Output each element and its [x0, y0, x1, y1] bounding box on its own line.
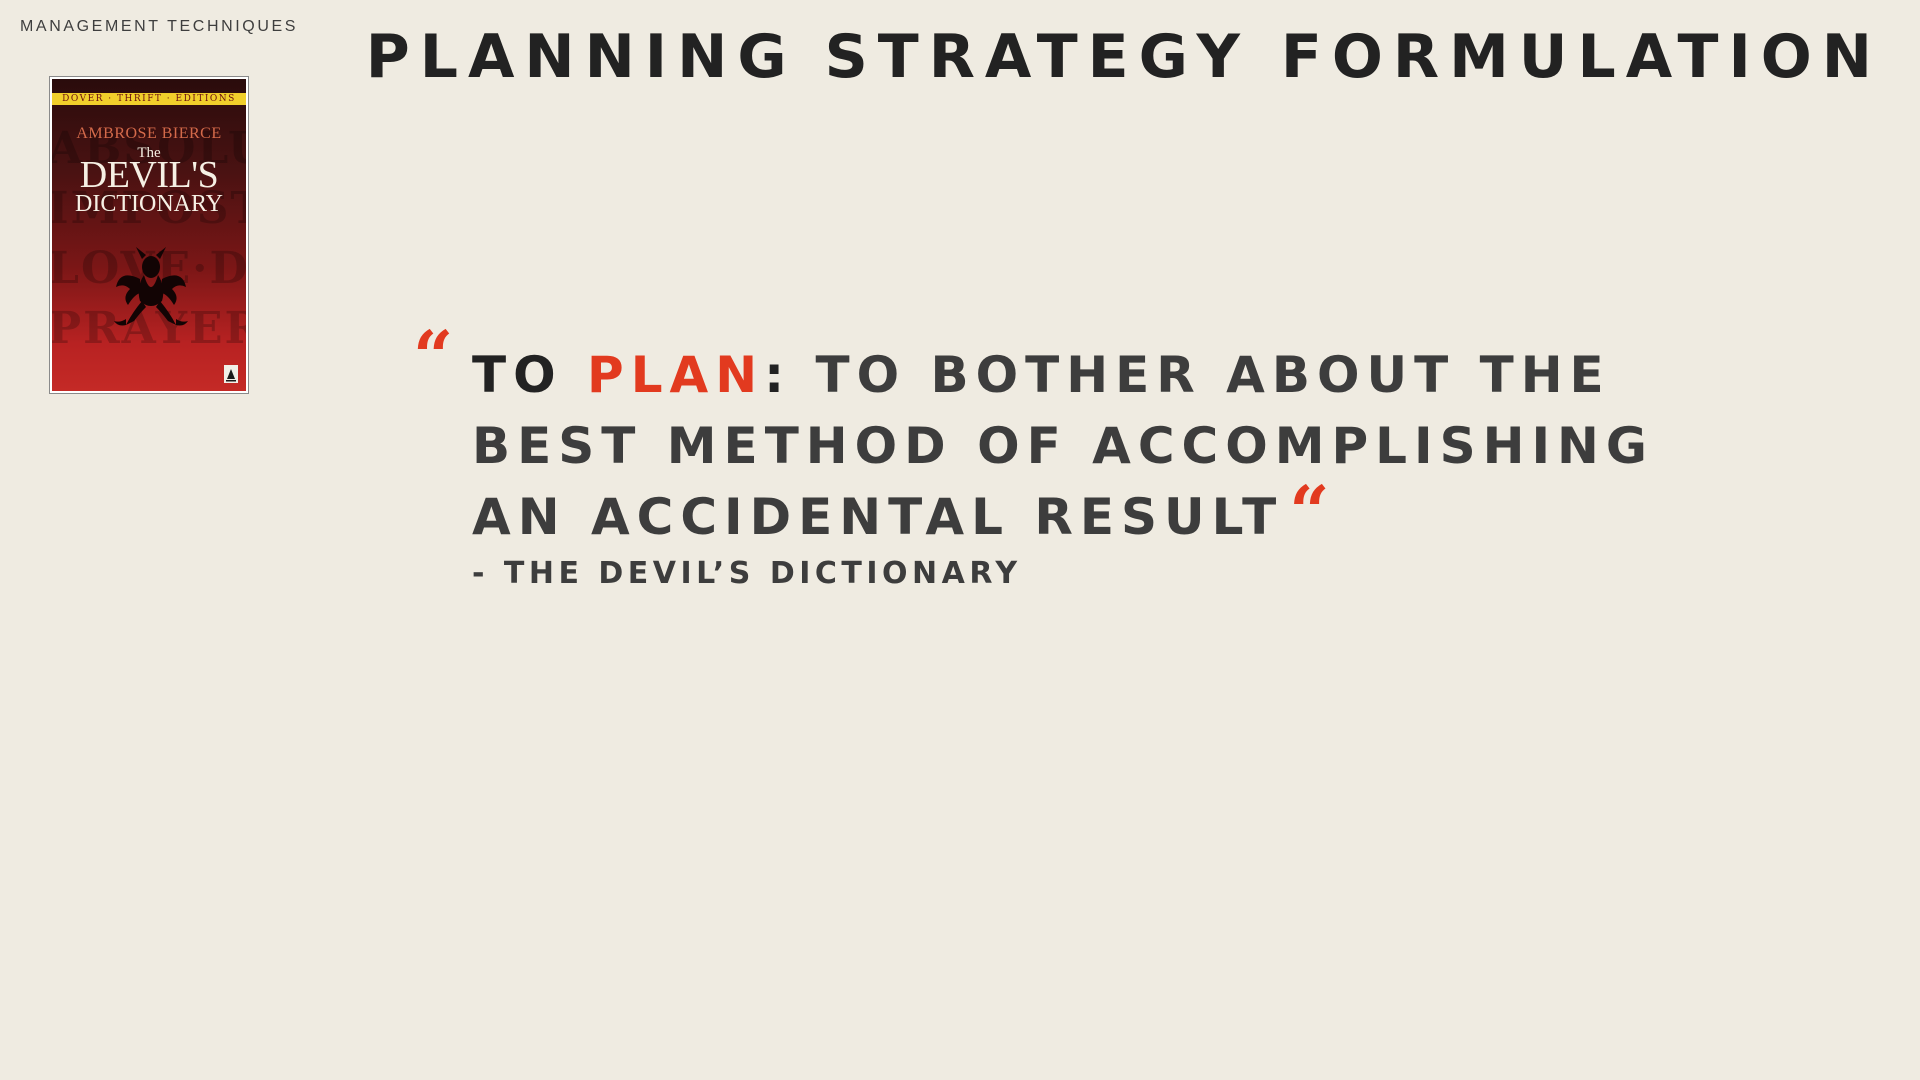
quote-line-3-text: AN ACCIDENTAL RESULT: [472, 488, 1284, 546]
section-label: MANAGEMENT TECHNIQUES: [20, 18, 299, 35]
quote-keyword: PLAN: [587, 346, 765, 404]
close-quote-mark: “: [1289, 470, 1330, 553]
slide-title-part2: STRATEGY FORMULATION: [824, 22, 1882, 92]
quote-line-3: AN ACCIDENTAL RESULT“: [472, 470, 1772, 553]
book-title-main: DEVIL'S: [79, 154, 219, 196]
quote-colon: :: [764, 346, 792, 404]
slide-title-part1: PLANNING: [365, 22, 797, 92]
quote-lead: TO: [472, 346, 563, 404]
quote-line-2: BEST METHOD OF ACCOMPLISHING: [472, 417, 1654, 475]
quote-line-1-rest: TO BOTHER ABOUT THE: [815, 346, 1611, 404]
book-title-the: The: [137, 145, 161, 161]
book-cover-image: ABSOLU IMPOSTOR LOVE·DEVIL PRAYER DOVER …: [49, 76, 249, 394]
book-title-sub: DICTIONARY: [75, 191, 223, 217]
quote-attribution: - THE DEVIL’S DICTIONARY: [472, 556, 1022, 591]
quote-line-1: TO PLAN: TO BOTHER ABOUT THE: [472, 340, 1772, 411]
book-series-label: DOVER · THRIFT · EDITIONS: [62, 94, 236, 104]
open-quote-mark: “: [413, 315, 454, 398]
demon-emblem-icon: [114, 247, 188, 326]
slide-title: PLANNING STRATEGY FORMULATION: [366, 22, 1882, 92]
publisher-logo-icon: [224, 365, 238, 383]
book-author: AMBROSE BIERCE: [76, 125, 222, 142]
quote-text: TO PLAN: TO BOTHER ABOUT THE BEST METHOD…: [472, 340, 1772, 553]
